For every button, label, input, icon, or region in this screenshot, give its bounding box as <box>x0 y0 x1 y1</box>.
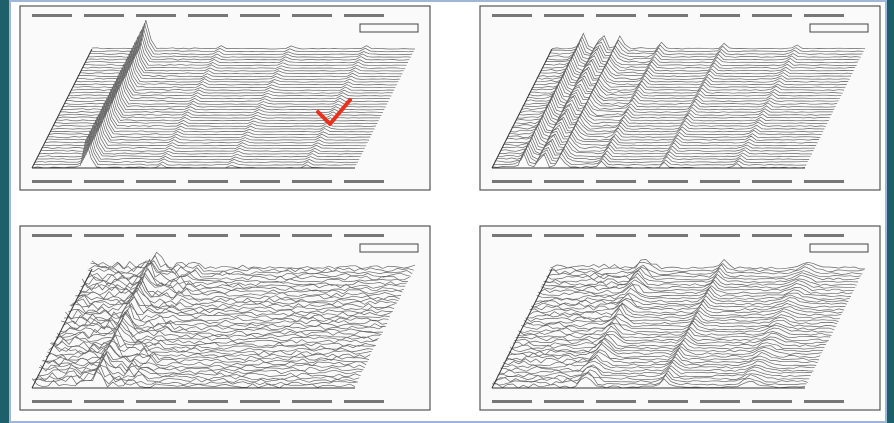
header-scribble <box>84 14 124 17</box>
waterfall-panel <box>480 6 880 190</box>
footer-scribble <box>240 400 280 403</box>
header-scribble <box>292 234 332 237</box>
header-scribble <box>136 234 176 237</box>
footer-scribble <box>804 400 844 403</box>
footer-scribble <box>700 400 740 403</box>
footer-scribble <box>240 180 280 183</box>
header-scribble <box>596 234 636 237</box>
header-scribble <box>32 234 72 237</box>
footer-scribble <box>344 180 384 183</box>
footer-scribble <box>84 180 124 183</box>
header-scribble <box>136 14 176 17</box>
footer-scribble <box>188 400 228 403</box>
footer-scribble <box>492 400 532 403</box>
footer-scribble <box>492 180 532 183</box>
footer-scribble <box>544 180 584 183</box>
header-scribble <box>700 14 740 17</box>
waterfall-panel <box>480 226 880 410</box>
header-scribble <box>752 234 792 237</box>
header-scribble <box>648 14 688 17</box>
header-scribble <box>188 14 228 17</box>
header-scribble <box>492 14 532 17</box>
header-scribble <box>188 234 228 237</box>
header-scribble <box>544 234 584 237</box>
footer-scribble <box>752 400 792 403</box>
footer-scribble <box>32 400 72 403</box>
page: (() => { JSON.parse(document.getElementB… <box>0 0 894 423</box>
footer-scribble <box>544 400 584 403</box>
footer-scribble <box>596 180 636 183</box>
footer-scribble <box>292 180 332 183</box>
header-scribble <box>544 14 584 17</box>
header-scribble <box>804 14 844 17</box>
header-scribble <box>240 234 280 237</box>
header-scribble <box>240 14 280 17</box>
header-scribble <box>700 234 740 237</box>
header-scribble <box>32 14 72 17</box>
header-scribble <box>292 14 332 17</box>
screenshot <box>0 0 894 423</box>
header-scribble <box>648 234 688 237</box>
footer-scribble <box>804 180 844 183</box>
footer-scribble <box>136 180 176 183</box>
header-scribble <box>344 14 384 17</box>
footer-scribble <box>344 400 384 403</box>
header-scribble <box>596 14 636 17</box>
footer-scribble <box>84 400 124 403</box>
header-scribble <box>804 234 844 237</box>
footer-scribble <box>188 180 228 183</box>
header-scribble <box>344 234 384 237</box>
footer-scribble <box>700 180 740 183</box>
footer-scribble <box>648 400 688 403</box>
footer-scribble <box>648 180 688 183</box>
header-scribble <box>752 14 792 17</box>
footer-scribble <box>136 400 176 403</box>
footer-scribble <box>596 400 636 403</box>
header-scribble <box>492 234 532 237</box>
footer-scribble <box>292 400 332 403</box>
waterfall-panel <box>20 226 430 410</box>
header-scribble <box>84 234 124 237</box>
waterfall-panel <box>20 6 430 190</box>
footer-scribble <box>752 180 792 183</box>
footer-scribble <box>32 180 72 183</box>
